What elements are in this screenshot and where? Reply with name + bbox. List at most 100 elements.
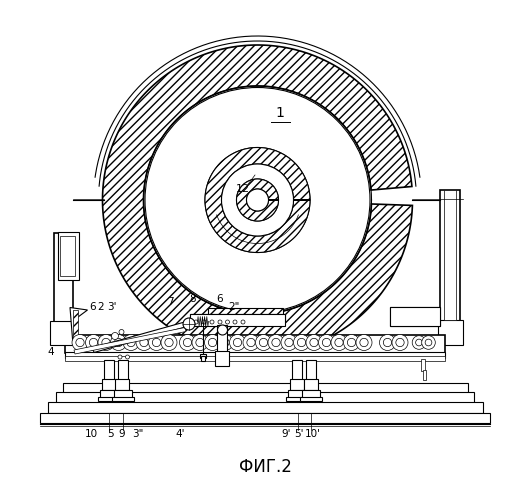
Circle shape [422, 336, 435, 349]
Text: 9: 9 [118, 429, 125, 439]
Circle shape [285, 338, 293, 346]
Polygon shape [236, 179, 278, 221]
Circle shape [217, 334, 233, 350]
Bar [217, 325, 227, 352]
Bar [65, 352, 445, 358]
Circle shape [192, 334, 208, 350]
Bar [65, 335, 445, 352]
Text: 10': 10' [305, 429, 321, 439]
Text: 6: 6 [89, 302, 96, 312]
Circle shape [412, 336, 426, 349]
Bar [102, 379, 116, 390]
Circle shape [165, 338, 173, 346]
Circle shape [272, 338, 280, 346]
Polygon shape [93, 320, 192, 352]
Text: 8: 8 [189, 294, 196, 304]
Circle shape [259, 338, 268, 346]
Text: 12: 12 [235, 184, 250, 194]
Circle shape [183, 318, 195, 330]
Bar [190, 314, 285, 326]
Circle shape [102, 338, 110, 346]
Circle shape [294, 334, 310, 350]
Circle shape [297, 338, 306, 346]
Polygon shape [70, 308, 87, 345]
Bar [288, 390, 306, 398]
Bar [60, 236, 75, 276]
Circle shape [118, 355, 122, 359]
Circle shape [319, 334, 334, 350]
Circle shape [127, 338, 135, 346]
Circle shape [306, 334, 322, 350]
Bar [216, 351, 229, 366]
Circle shape [268, 334, 284, 350]
Circle shape [322, 338, 331, 346]
Circle shape [126, 355, 129, 359]
Text: 3': 3' [107, 302, 117, 312]
Circle shape [233, 320, 237, 324]
Circle shape [246, 189, 269, 211]
Circle shape [145, 88, 370, 312]
Bar [390, 307, 440, 326]
Text: 5': 5' [294, 429, 304, 439]
Bar [118, 360, 128, 381]
Circle shape [148, 334, 164, 350]
Text: 2": 2" [228, 302, 240, 312]
Bar [421, 358, 425, 371]
Circle shape [392, 334, 408, 350]
Text: 1: 1 [276, 106, 285, 120]
Circle shape [229, 334, 245, 350]
Circle shape [416, 339, 422, 346]
Circle shape [114, 338, 122, 346]
Circle shape [119, 330, 124, 334]
Bar [98, 397, 120, 401]
Circle shape [343, 334, 359, 350]
Text: 7: 7 [167, 297, 173, 307]
Bar [440, 190, 460, 345]
Circle shape [72, 334, 88, 350]
Text: 9': 9' [282, 429, 292, 439]
Circle shape [221, 338, 229, 346]
Circle shape [90, 338, 98, 346]
Circle shape [202, 320, 206, 324]
Circle shape [217, 325, 227, 335]
Circle shape [379, 334, 395, 350]
Bar [302, 390, 320, 398]
Circle shape [225, 320, 229, 324]
Bar [57, 232, 78, 280]
Bar [201, 356, 205, 361]
Bar [40, 412, 490, 422]
Polygon shape [102, 45, 412, 355]
Bar [54, 232, 73, 345]
Circle shape [396, 338, 404, 346]
Bar [111, 397, 134, 401]
Bar [190, 314, 285, 320]
Circle shape [356, 334, 372, 350]
Bar [104, 360, 114, 381]
Polygon shape [74, 328, 186, 354]
Circle shape [247, 338, 255, 346]
Bar [300, 397, 322, 401]
Circle shape [310, 338, 318, 346]
Bar [63, 382, 467, 392]
Bar [48, 402, 482, 413]
Bar [287, 397, 308, 401]
Circle shape [255, 334, 271, 350]
Circle shape [335, 338, 343, 346]
Circle shape [85, 334, 102, 350]
Circle shape [233, 338, 242, 346]
Circle shape [236, 179, 278, 221]
Polygon shape [205, 148, 310, 252]
Circle shape [205, 148, 310, 252]
Text: 4': 4' [175, 429, 185, 439]
Bar [306, 360, 316, 381]
Text: 4: 4 [48, 347, 54, 357]
Bar [100, 390, 118, 398]
Circle shape [383, 338, 392, 346]
Bar [208, 308, 282, 324]
Bar [293, 360, 303, 381]
Bar [113, 390, 131, 398]
Bar [290, 379, 305, 390]
Circle shape [281, 334, 297, 350]
Circle shape [140, 338, 148, 346]
Circle shape [98, 334, 114, 350]
